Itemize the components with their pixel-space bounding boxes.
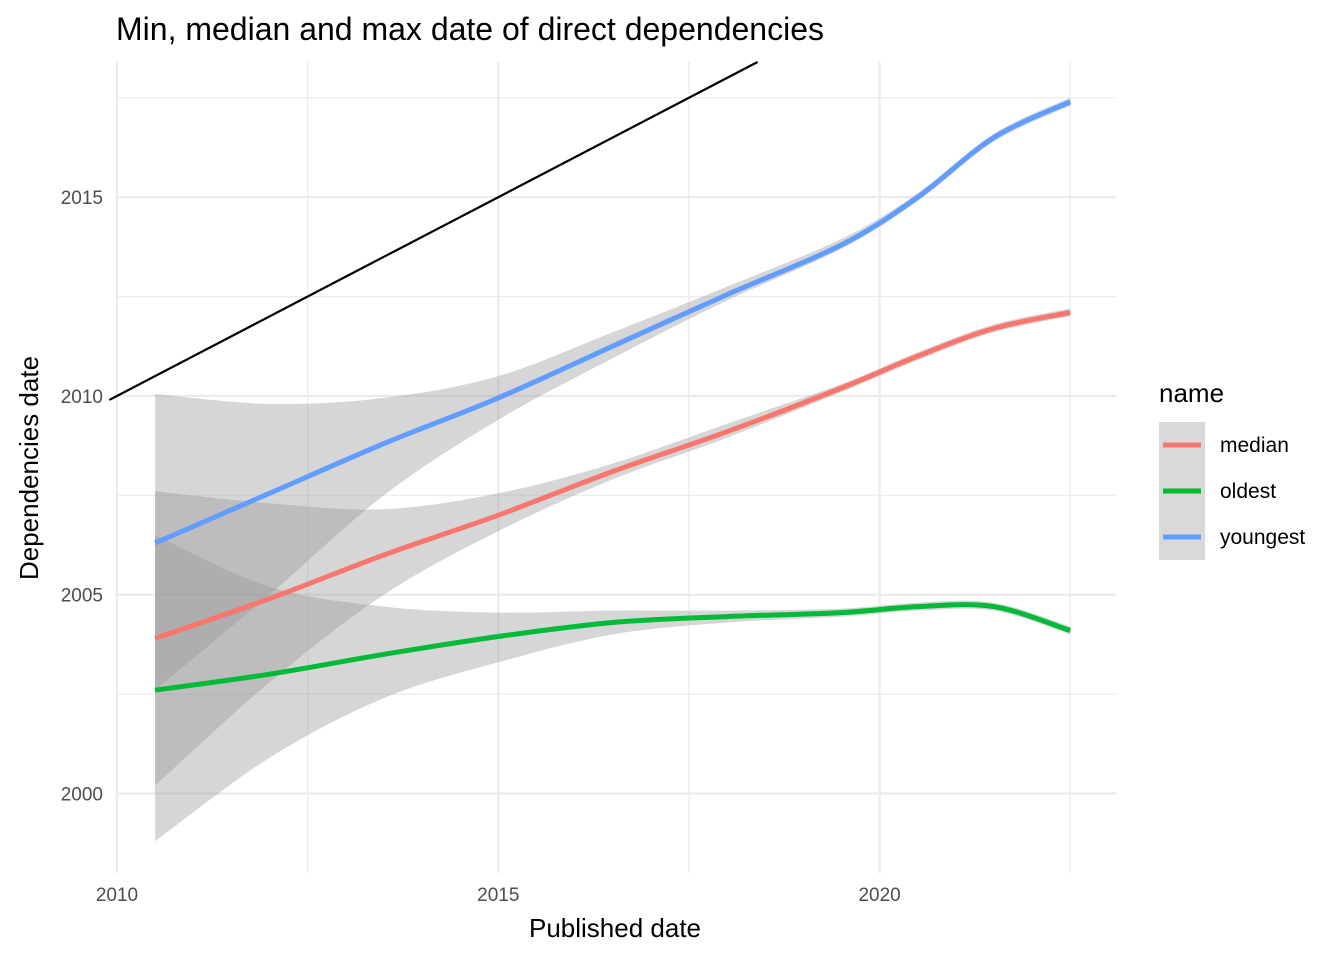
reference-identity-line — [108, 61, 759, 401]
chart-title: Min, median and max date of direct depen… — [116, 11, 824, 47]
series-line-youngest — [154, 99, 1072, 546]
y-axis-title: Dependencies date — [14, 356, 44, 580]
series-lines — [154, 99, 1072, 693]
x-axis-title: Published date — [529, 913, 701, 943]
confidence-band-median — [155, 308, 1071, 786]
legend-items: median oldest youngest — [1159, 422, 1305, 560]
legend-label-youngest: youngest — [1220, 526, 1305, 549]
x-tick-label: 2010 — [96, 885, 138, 906]
y-tick-label: 2015 — [61, 188, 103, 209]
y-tick-label: 2005 — [61, 586, 103, 607]
legend: name median oldest youngest — [1159, 378, 1305, 560]
legend-label-median: median — [1220, 434, 1289, 457]
legend-label-oldest: oldest — [1220, 480, 1276, 503]
x-tick-label: 2015 — [477, 885, 519, 906]
y-tick-label: 2000 — [61, 784, 103, 805]
reference-line-layer — [108, 61, 759, 401]
tick-labels: 2010 2015 2020 2000 2005 2010 2015 — [61, 188, 901, 906]
x-tick-label: 2020 — [858, 885, 900, 906]
y-tick-label: 2010 — [61, 387, 103, 408]
series-line-median — [154, 310, 1071, 641]
series-line-oldest — [154, 602, 1071, 693]
legend-title: name — [1159, 378, 1224, 408]
